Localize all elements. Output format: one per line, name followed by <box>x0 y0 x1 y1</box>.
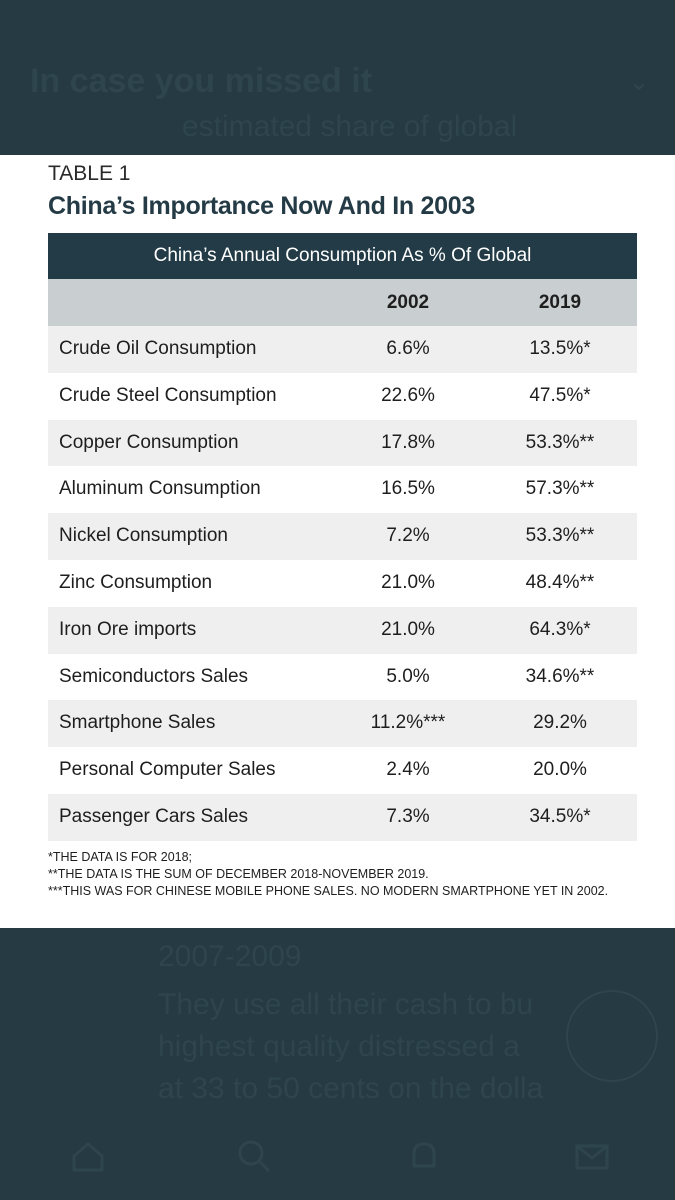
footnotes: *THE DATA IS FOR 2018; **THE DATA IS THE… <box>48 849 637 900</box>
background-text-line: at 33 to 50 cents on the dolla <box>158 1072 544 1105</box>
row-label: Passenger Cars Sales <box>59 805 249 827</box>
row-label: Smartphone Sales <box>59 712 216 734</box>
table-row: Crude Steel Consumption 22.6% 47.5%* <box>48 373 637 420</box>
table-row: Nickel Consumption 7.2% 53.3%** <box>48 513 637 560</box>
table-caption-text: China’s Annual Consumption As % Of Globa… <box>153 245 532 266</box>
row-label: Aluminum Consumption <box>59 478 261 500</box>
table-row: Semiconductors Sales 5.0% 34.6%** <box>48 654 637 701</box>
footnote: **THE DATA IS THE SUM OF DECEMBER 2018-N… <box>48 867 429 881</box>
table-row: Iron Ore imports 21.0% 64.3%* <box>48 606 637 654</box>
table-body: Crude Oil Consumption 6.6% 13.5%* Crude … <box>48 326 637 841</box>
value-2002: 7.3% <box>386 805 430 827</box>
column-header-row: 2002 2019 <box>48 279 637 326</box>
compose-button[interactable] <box>566 990 658 1082</box>
row-label: Copper Consumption <box>59 431 239 453</box>
value-2019: 34.6%** <box>525 665 595 687</box>
value-2019: 20.0% <box>533 759 587 781</box>
value-2019: 53.3%** <box>525 525 595 547</box>
value-2002: 17.8% <box>381 431 435 453</box>
table-row: Crude Oil Consumption 6.6% 13.5%* <box>48 326 637 373</box>
column-header-2019: 2019 <box>538 292 582 313</box>
row-label: Crude Steel Consumption <box>59 384 277 406</box>
table-row: Aluminum Consumption 16.5% 57.3%** <box>48 466 637 513</box>
value-2019: 47.5%* <box>529 384 591 406</box>
value-2002: 21.0% <box>381 618 435 640</box>
table-image[interactable]: TABLE 1 China’s Importance Now And In 20… <box>0 155 675 928</box>
row-label: Iron Ore imports <box>59 618 197 640</box>
table-title: China’s Importance Now And In 2003 <box>48 192 475 220</box>
value-2002: 7.2% <box>386 525 430 547</box>
table-row: Copper Consumption 17.8% 53.3%** <box>48 419 637 467</box>
row-label: Semiconductors Sales <box>59 665 249 687</box>
value-2002: 22.6% <box>381 384 435 406</box>
footnote: ***THIS WAS FOR CHINESE MOBILE PHONE SAL… <box>48 884 609 898</box>
row-label: Zinc Consumption <box>59 571 213 593</box>
value-2002: 2.4% <box>386 759 430 781</box>
background-text-top: estimated share of global <box>182 110 518 143</box>
background-text-line: highest quality distressed a <box>158 1030 520 1063</box>
table-row: Zinc Consumption 21.0% 48.4%** <box>48 560 637 607</box>
value-2019: 64.3%* <box>529 618 591 640</box>
column-header-2002: 2002 <box>386 292 430 313</box>
table-row: Passenger Cars Sales 7.3% 34.5%* <box>48 793 637 841</box>
table-label: TABLE 1 <box>48 162 131 185</box>
footnote: *THE DATA IS FOR 2018; <box>48 850 193 864</box>
bell-icon[interactable] <box>404 1136 444 1176</box>
value-2002: 11.2%*** <box>370 712 446 734</box>
background-text-line: They use all their cash to bu <box>158 988 534 1021</box>
row-label: Crude Oil Consumption <box>59 338 257 359</box>
row-label: Personal Computer Sales <box>59 759 276 781</box>
value-2019: 29.2% <box>533 712 587 734</box>
value-2019: 34.5%* <box>529 805 591 827</box>
chevron-down-icon[interactable]: ⌄ <box>628 66 650 96</box>
section-header: In case you missed it <box>30 62 373 100</box>
value-2002: 5.0% <box>386 665 430 687</box>
value-2002: 21.0% <box>381 571 435 593</box>
home-icon[interactable] <box>68 1136 108 1176</box>
value-2002: 6.6% <box>386 338 430 359</box>
background-text-line: 2007-2009 <box>158 940 302 973</box>
value-2019: 57.3%** <box>525 478 595 500</box>
mail-icon[interactable] <box>572 1136 612 1176</box>
table-row: Smartphone Sales 11.2%*** 29.2% <box>48 700 637 748</box>
table-caption: China’s Annual Consumption As % Of Globa… <box>48 233 637 279</box>
value-2019: 48.4%** <box>525 571 595 593</box>
value-2019: 53.3%** <box>525 431 595 453</box>
value-2019: 13.5%* <box>529 338 591 359</box>
value-2002: 16.5% <box>381 478 435 500</box>
row-label: Nickel Consumption <box>59 525 228 547</box>
search-icon[interactable] <box>234 1136 274 1176</box>
table-row: Personal Computer Sales 2.4% 20.0% <box>48 747 637 794</box>
